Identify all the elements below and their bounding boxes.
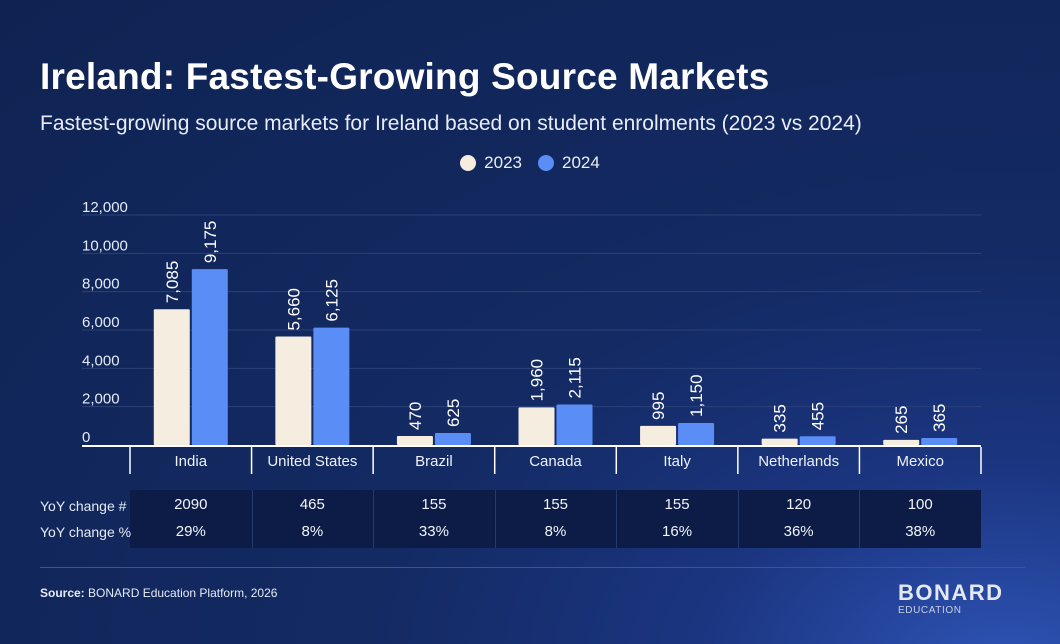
- legend-label-2023: 2023: [484, 153, 522, 172]
- bar-value-label: 7,085: [163, 261, 182, 304]
- x-tick-label: United States: [267, 453, 357, 470]
- yoy-table-cell: 465: [299, 496, 325, 513]
- yoy-table-cell: 155: [542, 496, 569, 513]
- bar-value-label: 335: [771, 404, 790, 432]
- table-column-separator: [494, 490, 496, 548]
- source-label: Source:: [40, 586, 85, 600]
- bar-value-label: 1,960: [528, 359, 547, 402]
- table-column-separator: [251, 490, 253, 548]
- table-column-separator: [737, 490, 739, 548]
- bar-value-label: 265: [892, 406, 911, 434]
- yoy-change-percent-label: YoY change %: [40, 524, 132, 540]
- x-tick-label: Netherlands: [758, 453, 839, 470]
- bar-2023: [883, 439, 920, 445]
- bar-value-label: 2,115: [566, 357, 585, 398]
- bar-value-label: 365: [930, 404, 949, 432]
- legend-swatch-2024: [538, 155, 554, 171]
- source-note: Source: BONARD Education Platform, 2026: [40, 586, 277, 600]
- x-tick-label: Canada: [529, 453, 582, 470]
- legend-label-2024: 2024: [562, 153, 600, 172]
- bonard-logo: BONARD EDUCATION: [898, 580, 1004, 616]
- x-tick-label: India: [175, 453, 208, 470]
- bar-2023: [153, 309, 190, 445]
- yoy-table-cell: 33%: [418, 523, 449, 540]
- yoy-table-cell: 36%: [783, 523, 814, 540]
- yoy-table: [130, 490, 981, 548]
- bar-2024: [191, 269, 228, 445]
- table-column-separator: [616, 490, 618, 548]
- legend: 2023 2024: [0, 153, 1060, 173]
- bar-2024: [921, 438, 958, 445]
- yoy-table-cell: 120: [786, 496, 812, 513]
- yoy-table-cell: 16%: [662, 523, 693, 540]
- bar-value-label: 455: [809, 402, 828, 430]
- bar-2024: [678, 422, 715, 445]
- legend-item-2023: 2023: [460, 153, 522, 173]
- table-column-separator: [859, 490, 861, 548]
- chart-subtitle: Fastest-growing source markets for Irela…: [40, 112, 862, 135]
- bar-2023: [640, 425, 677, 445]
- chart-title: Ireland: Fastest-Growing Source Markets: [40, 56, 770, 97]
- legend-item-2024: 2024: [538, 153, 600, 173]
- bar-value-label: 1,150: [687, 374, 706, 417]
- bar-2023: [518, 407, 555, 445]
- y-tick-label: 10,000: [82, 237, 128, 254]
- y-tick-label: 8,000: [82, 276, 120, 293]
- y-tick-label: 2,000: [82, 391, 120, 408]
- bar-2023: [275, 336, 312, 445]
- bar-chart: 0 2,000 4,000 6,000 8,000 10,000 12,000 7,085 9,…: [82, 199, 981, 470]
- table-column-separator: [373, 490, 375, 548]
- logo-wordmark: BONARD: [898, 580, 1004, 605]
- legend-swatch-2023: [460, 155, 477, 171]
- bar-value-label: 6,125: [322, 279, 341, 322]
- bar-value-label: 5,660: [284, 288, 303, 331]
- y-tick-label: 4,000: [82, 352, 120, 369]
- bar-2024: [556, 404, 593, 445]
- bar-value-label: 470: [406, 402, 425, 430]
- yoy-change-number-label: YoY change #: [40, 498, 127, 514]
- yoy-table-cell: 8%: [301, 523, 324, 540]
- yoy-table-cell: 100: [907, 496, 933, 513]
- bar-2023: [761, 438, 798, 445]
- y-tick-label: 12,000: [82, 199, 128, 216]
- y-tick-label: 0: [82, 429, 90, 446]
- bar-2024: [434, 433, 471, 445]
- yoy-table-cell: 155: [421, 496, 447, 513]
- bar-2024: [313, 327, 350, 445]
- yoy-table-cell: 2090: [174, 496, 208, 513]
- yoy-table-cell: 38%: [905, 523, 936, 540]
- bar-value-label: 995: [649, 392, 668, 420]
- x-tick-label: Mexico: [896, 453, 944, 470]
- bar-value-label: 9,175: [201, 221, 220, 264]
- bar-2023: [396, 435, 433, 445]
- yoy-table-cell: 8%: [544, 523, 567, 540]
- footer-divider: [40, 567, 1025, 568]
- bar-2024: [799, 436, 836, 445]
- x-tick-label: Brazil: [415, 453, 453, 470]
- bar-value-label: 625: [444, 399, 463, 427]
- logo-subtitle: EDUCATION: [898, 605, 962, 616]
- x-tick-label: Italy: [663, 453, 691, 470]
- y-tick-label: 6,000: [82, 314, 120, 331]
- source-text: BONARD Education Platform, 2026: [88, 586, 278, 600]
- yoy-table-cell: 29%: [175, 523, 206, 540]
- yoy-table-cell: 155: [664, 496, 690, 513]
